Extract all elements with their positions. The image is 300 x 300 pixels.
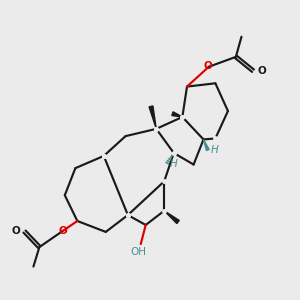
Text: H: H <box>211 145 218 155</box>
Polygon shape <box>172 112 182 117</box>
Text: O: O <box>257 66 266 76</box>
Text: OH: OH <box>131 247 147 257</box>
Text: O: O <box>58 226 67 236</box>
Text: H: H <box>169 159 177 169</box>
Text: O: O <box>203 61 212 71</box>
Polygon shape <box>149 106 156 129</box>
Polygon shape <box>164 211 179 224</box>
Text: O: O <box>12 226 20 236</box>
Polygon shape <box>203 140 209 151</box>
